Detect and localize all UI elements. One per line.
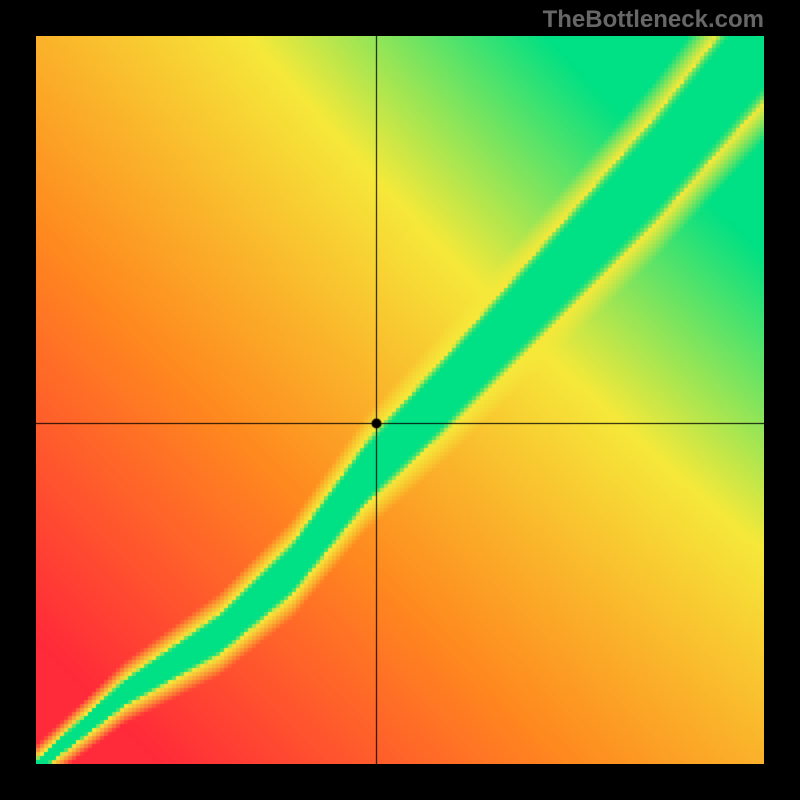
crosshair-overlay: [36, 36, 764, 764]
chart-frame: TheBottleneck.com: [0, 0, 800, 800]
watermark-text: TheBottleneck.com: [543, 6, 764, 34]
